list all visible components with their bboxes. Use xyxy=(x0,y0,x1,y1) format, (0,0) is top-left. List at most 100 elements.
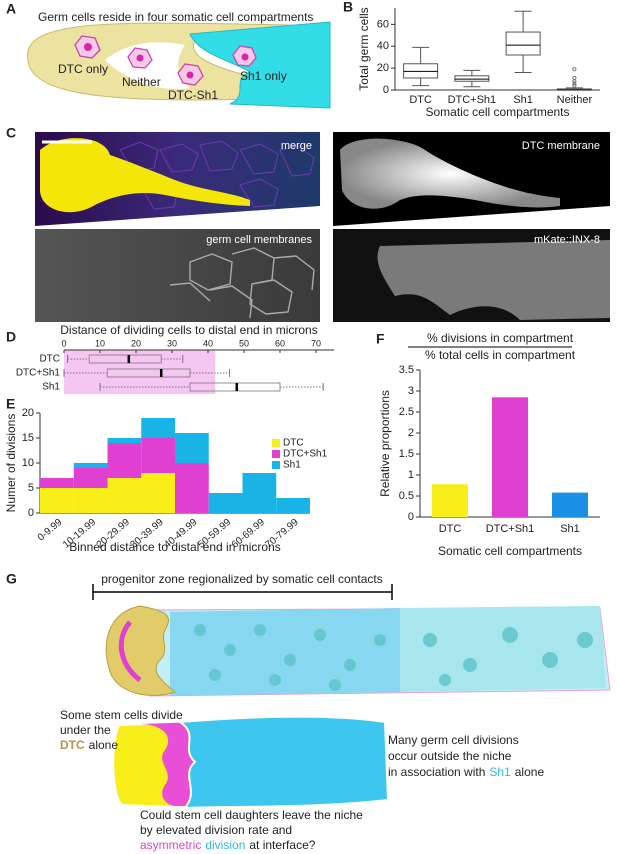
diagram-label: Sh1 only xyxy=(240,69,287,83)
legend-swatch xyxy=(272,461,280,469)
y-tick-label: 1.5 xyxy=(399,448,414,460)
x-tick-label: Sh1 xyxy=(513,94,533,106)
bar-segment xyxy=(107,438,142,443)
bar-segment xyxy=(40,478,74,488)
schematic xyxy=(114,715,390,810)
x-tick-label: DTC+Sh1 xyxy=(448,94,497,106)
image-label: mKate::INX-8 xyxy=(534,234,600,246)
box xyxy=(505,31,541,56)
x-tick-label: 0-9.99 xyxy=(36,517,65,544)
note-text: in association with xyxy=(388,765,485,779)
y-tick-label: 2 xyxy=(408,427,414,439)
note: Could stem cell daughters leave the nich… xyxy=(140,808,363,822)
x-tick-label: 20 xyxy=(131,338,141,348)
legend-label: DTC xyxy=(283,438,304,449)
y-tick-label: 60 xyxy=(377,18,389,30)
legend-label: DTC+Sh1 xyxy=(283,449,328,460)
x-tick-label: 60 xyxy=(275,338,285,348)
x-tick-label: DTC xyxy=(409,94,432,106)
x-axis-label: Somatic cell compartments xyxy=(425,105,569,119)
note-text: alone xyxy=(515,765,545,779)
y-tick-label: 1 xyxy=(408,469,414,481)
bar-segment xyxy=(141,438,175,473)
y-tick-label: 40 xyxy=(377,40,389,52)
image-label: DTC membrane xyxy=(522,140,600,152)
panel-label: B xyxy=(343,0,353,15)
note-highlight: asymmetric xyxy=(140,838,201,852)
y-tick-label: 3.5 xyxy=(399,364,414,376)
micrograph xyxy=(35,132,320,226)
x-tick-label: DTC+Sh1 xyxy=(486,523,535,535)
bar-segment xyxy=(107,478,142,513)
micrograph xyxy=(333,132,610,226)
y-tick-label: 15 xyxy=(22,432,34,444)
box xyxy=(106,368,191,378)
panel-label: D xyxy=(6,329,16,345)
outlier xyxy=(572,83,577,88)
y-tick-label: 0.5 xyxy=(399,490,414,502)
x-axis-label: Binned distance to distal end in microns xyxy=(69,540,280,554)
legend-swatch xyxy=(272,450,280,458)
y-tick-label: 2.5 xyxy=(399,406,414,418)
panel-a-title: Germ cells reside in four somatic cell c… xyxy=(38,10,313,24)
bar xyxy=(552,492,588,517)
y-tick-label: 0 xyxy=(383,84,389,96)
y-tick-label: Sh1 xyxy=(42,382,60,393)
bar-segment xyxy=(107,443,142,478)
chart-subtitle: % total cells in compartment xyxy=(425,348,576,362)
y-tick-label: 3 xyxy=(408,385,414,397)
x-tick-label: 10 xyxy=(95,338,105,348)
note: in association with Sh1 alone xyxy=(388,765,544,779)
micrograph xyxy=(333,229,610,322)
note: DTC alone xyxy=(60,738,118,752)
note-text: at interface? xyxy=(249,838,315,852)
x-tick-label: 40 xyxy=(203,338,213,348)
bar xyxy=(432,484,468,517)
x-axis-label: Somatic cell compartments xyxy=(438,544,582,558)
chart-title: % divisions in compartment xyxy=(427,331,574,345)
x-tick-label: DTC xyxy=(439,523,462,535)
panel-label: F xyxy=(376,331,385,347)
bar-segment xyxy=(242,473,277,513)
y-tick-label: 5 xyxy=(28,482,34,494)
panel-label: E xyxy=(6,396,15,412)
panel-label: A xyxy=(6,1,16,17)
outlier xyxy=(572,81,577,86)
box xyxy=(454,75,490,82)
x-tick-label: 70-79.99 xyxy=(263,517,301,551)
outlier xyxy=(572,67,577,72)
x-tick-label: 50 xyxy=(239,338,249,348)
bar-segment xyxy=(208,493,243,513)
bar-segment xyxy=(141,418,175,438)
y-tick-label: 10 xyxy=(22,457,34,469)
bar-segment xyxy=(175,463,209,513)
outlier xyxy=(572,75,577,81)
note-highlight: division xyxy=(205,838,245,852)
note: under the xyxy=(60,723,111,737)
bar-segment xyxy=(276,498,310,513)
bar-segment xyxy=(175,433,209,463)
x-tick-label: 0 xyxy=(61,338,66,348)
bar xyxy=(492,397,528,517)
box xyxy=(88,354,162,364)
panel-label: C xyxy=(6,125,16,141)
note: occur outside the niche xyxy=(388,749,512,763)
chart-title: Distance of dividing cells to distal end… xyxy=(60,323,317,337)
diagram-label: DTC only xyxy=(58,62,108,76)
y-tick-label: DTC xyxy=(39,354,60,365)
box xyxy=(403,63,439,79)
note: by elevated division rate and xyxy=(140,823,292,837)
image-label: germ cell membranes xyxy=(206,234,312,246)
y-tick-label: 20 xyxy=(22,407,34,419)
gonad-drawing xyxy=(105,605,611,697)
outlier xyxy=(572,79,577,84)
y-tick-label: 20 xyxy=(377,62,389,74)
y-tick-label: 0 xyxy=(28,507,34,519)
note-text: alone xyxy=(89,738,119,752)
diagram-label: DTC-Sh1 xyxy=(168,88,218,102)
y-axis-label: Total germ cells xyxy=(357,7,371,90)
x-tick-label: Neither xyxy=(557,94,593,106)
x-tick-label: Sh1 xyxy=(560,523,580,535)
note-highlight: Sh1 xyxy=(489,765,511,779)
